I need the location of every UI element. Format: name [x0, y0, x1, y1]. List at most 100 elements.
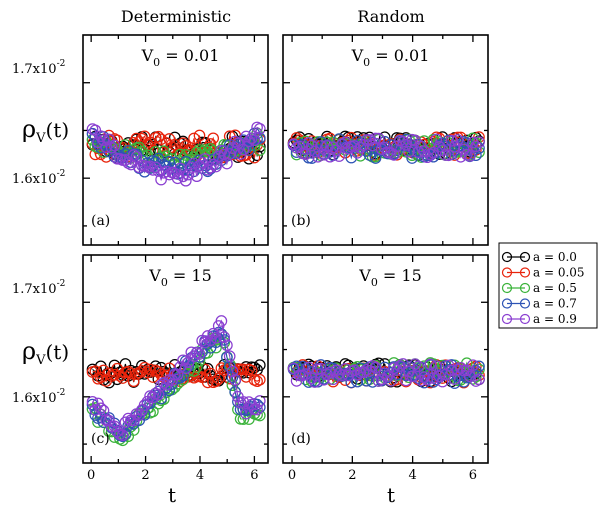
legend-marker — [501, 251, 513, 263]
data-point — [424, 358, 437, 371]
data-point — [193, 348, 206, 360]
data-point — [412, 360, 425, 373]
legend-entry: a = 0.0 — [501, 250, 577, 264]
svg-text:ρV(t): ρV(t) — [22, 115, 69, 146]
data-point — [86, 395, 99, 408]
series-line — [91, 319, 261, 437]
data-point — [221, 339, 233, 352]
ytick-label-lower-top: 1.6x10-2 — [12, 169, 65, 187]
data-point — [171, 368, 184, 381]
data-point — [210, 375, 222, 388]
data-point — [330, 144, 342, 157]
data-point — [149, 161, 162, 174]
data-point — [299, 368, 312, 381]
data-point — [369, 152, 382, 164]
data-point — [357, 366, 370, 379]
ylabel-bottom: ρV(t) — [22, 337, 69, 368]
data-point — [179, 362, 192, 375]
legend-marker — [519, 313, 531, 325]
data-point — [207, 158, 220, 171]
data-point — [251, 403, 263, 416]
data-point — [160, 165, 173, 178]
data-point — [237, 363, 250, 376]
data-point — [127, 375, 140, 388]
x-tick-label: 4 — [196, 468, 204, 483]
series-a0-9 — [86, 121, 266, 187]
panel-frame — [82, 254, 269, 464]
ytick-label-upper-top: 1.7x10-2 — [12, 59, 65, 77]
data-point — [210, 331, 222, 344]
data-point — [412, 146, 425, 158]
column-title-deterministic: Deterministic — [121, 7, 231, 26]
data-point — [177, 369, 189, 382]
panel-letter: (b) — [291, 213, 311, 229]
data-point — [470, 149, 482, 162]
panel-frame — [282, 254, 489, 464]
data-point — [454, 150, 467, 163]
data-point — [212, 150, 225, 163]
series-a0-9 — [86, 315, 266, 442]
data-point — [188, 350, 200, 363]
data-point — [105, 141, 118, 154]
data-point — [248, 151, 261, 164]
data-point — [375, 373, 388, 386]
data-point — [336, 138, 349, 151]
data-point — [454, 361, 467, 374]
data-point — [302, 361, 315, 374]
panel-title: V0 = 0.01 — [141, 46, 220, 69]
panel-c: 0 2 4 6 V0 = 15 (c) — [82, 254, 269, 483]
data-point — [108, 139, 121, 152]
panel-title: V0 = 0.01 — [351, 46, 430, 69]
data-point — [89, 404, 102, 416]
data-point — [97, 134, 110, 146]
data-point — [207, 132, 220, 145]
data-point — [229, 374, 242, 386]
plot-area — [86, 315, 266, 447]
data-point — [369, 361, 382, 374]
legend-entry: a = 0.9 — [501, 312, 577, 326]
x-tick-label: 6 — [250, 468, 258, 483]
legend-marker — [501, 282, 513, 294]
data-point — [397, 358, 409, 370]
data-point — [245, 132, 258, 145]
data-point — [318, 373, 330, 386]
legend-label: a = 0.5 — [533, 281, 577, 295]
panel-letter: (c) — [91, 431, 110, 447]
plot-area — [86, 121, 266, 187]
panel-d: 0 2 4 6 V0 = 15 (d) — [282, 254, 489, 483]
data-point — [119, 416, 132, 429]
data-point — [348, 140, 361, 152]
data-point — [397, 135, 409, 148]
data-point — [403, 145, 415, 158]
data-point — [223, 350, 236, 363]
data-point — [218, 331, 231, 343]
legend-label: a = 0.05 — [533, 266, 585, 280]
x-tick-label: 0 — [288, 468, 296, 483]
data-point — [193, 129, 206, 142]
data-point — [174, 148, 187, 161]
legend-marker — [519, 298, 531, 309]
data-point — [215, 144, 228, 157]
data-point — [86, 127, 99, 140]
data-point — [179, 174, 192, 187]
panel-title: V0 = 15 — [148, 266, 212, 289]
legend-marker — [501, 298, 513, 309]
svg-text:1.6x10-2: 1.6x10-2 — [12, 169, 65, 187]
data-point — [445, 134, 458, 147]
xlabel-left: t — [168, 483, 176, 507]
data-point — [473, 136, 485, 148]
data-point — [418, 145, 431, 158]
data-point — [473, 373, 485, 386]
data-point — [182, 168, 195, 181]
data-point — [302, 137, 315, 149]
legend-marker — [501, 313, 513, 325]
data-point — [378, 367, 391, 380]
data-point — [152, 165, 165, 177]
data-point — [305, 139, 318, 152]
data-point — [201, 145, 214, 158]
data-point — [94, 402, 107, 415]
data-point — [152, 130, 165, 143]
plot-area — [287, 357, 485, 389]
data-point — [188, 132, 200, 145]
data-point — [155, 173, 167, 186]
